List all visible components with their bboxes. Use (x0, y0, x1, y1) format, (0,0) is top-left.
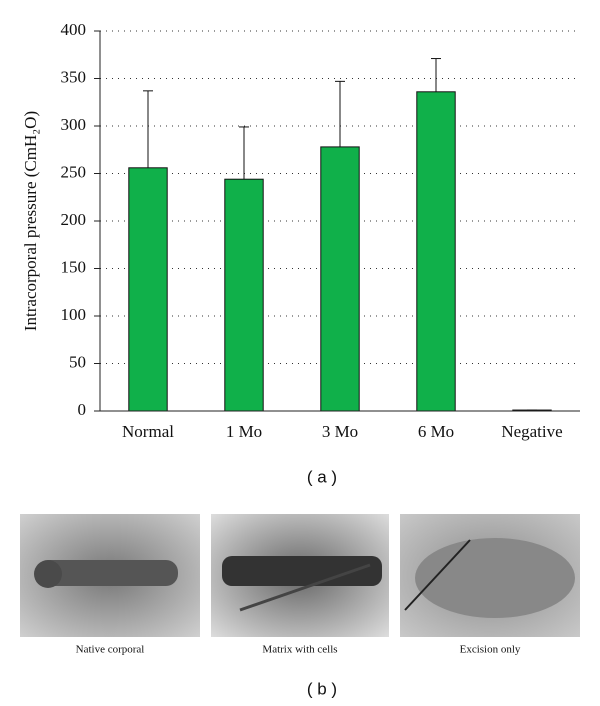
x-tick-label: 3 Mo (322, 422, 358, 441)
photo (400, 514, 580, 637)
y-tick-label: 200 (61, 210, 87, 229)
x-tick-label: Negative (501, 422, 562, 441)
y-tick-label: 400 (61, 20, 87, 39)
y-tick-label: 0 (78, 400, 87, 419)
x-tick-label: Normal (122, 422, 174, 441)
panel-label: ( b ) (307, 679, 337, 698)
y-tick-label: 300 (61, 115, 87, 134)
y-tick-label: 50 (69, 352, 86, 371)
bar (320, 146, 360, 412)
y-axis-label: Intracorporal pressure (CmH₂O) (21, 111, 40, 331)
bar (224, 178, 264, 412)
y-tick-label: 150 (61, 257, 87, 276)
photo (20, 514, 200, 637)
photo-caption: Native corporal (76, 644, 145, 656)
x-tick-label: 6 Mo (418, 422, 454, 441)
photo-caption: Excision only (460, 644, 521, 656)
bar (128, 167, 168, 412)
y-tick-label: 100 (61, 305, 87, 324)
y-tick-label: 250 (61, 162, 87, 181)
bar (416, 91, 456, 412)
photo-caption: Matrix with cells (262, 644, 337, 656)
panel-label: ( a ) (307, 467, 337, 486)
x-tick-label: 1 Mo (226, 422, 262, 441)
y-tick-label: 350 (61, 67, 87, 86)
photo (211, 514, 389, 637)
